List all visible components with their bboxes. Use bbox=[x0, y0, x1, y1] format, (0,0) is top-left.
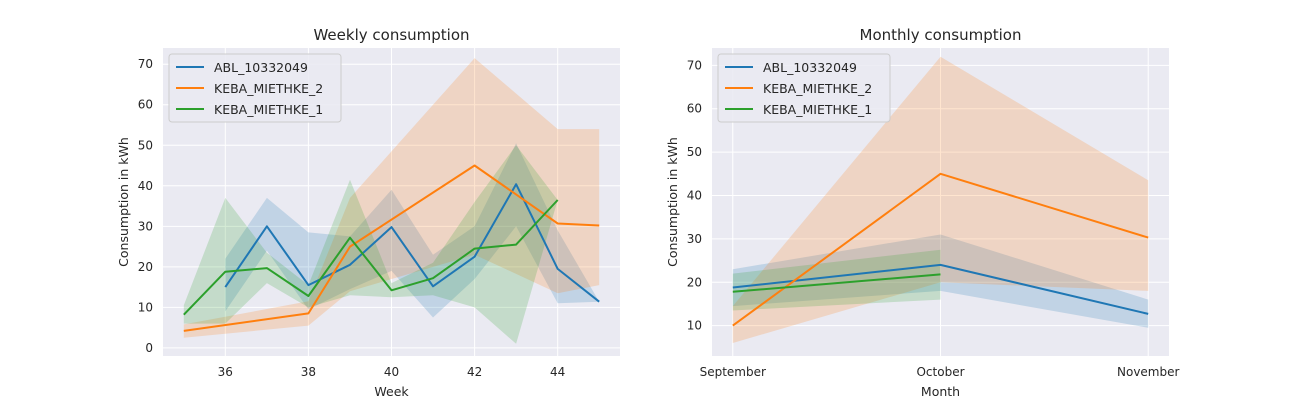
y-tick-label: 10 bbox=[687, 319, 702, 333]
band-keba-miethke-2 bbox=[732, 56, 1149, 343]
x-tick-label: November bbox=[1117, 365, 1179, 379]
legend: ABL_10332049 KEBA_MIETHKE_2 KEBA_MIETHKE… bbox=[168, 53, 342, 123]
legend-box bbox=[168, 53, 342, 123]
line-abl-10332049 bbox=[224, 183, 600, 303]
x-tick-label: 40 bbox=[384, 365, 399, 379]
band-keba-miethke-1 bbox=[732, 249, 941, 311]
x-axis-label: Week bbox=[374, 384, 409, 399]
line-keba-miethke-1 bbox=[732, 273, 941, 293]
legend-label-abl: ABL_10332049 bbox=[763, 60, 857, 75]
x-tick-label: 44 bbox=[550, 365, 565, 379]
x-tick-label: 38 bbox=[301, 365, 316, 379]
legend-box bbox=[717, 53, 891, 123]
legend-label-abl: ABL_10332049 bbox=[214, 60, 308, 75]
tick-labels: 0 10 20 30 40 50 60 70 36 38 40 42 44 bbox=[138, 57, 566, 379]
x-tick-label: 36 bbox=[218, 365, 233, 379]
y-tick-label: 40 bbox=[138, 179, 153, 193]
weekly-consumption-chart: 0 10 20 30 40 50 60 70 36 38 40 42 44 Weekly consump… bbox=[116, 26, 620, 399]
legend-label-keba1: KEBA_MIETHKE_1 bbox=[763, 102, 872, 117]
x-tick-label: 42 bbox=[467, 365, 482, 379]
y-tick-label: 60 bbox=[138, 98, 153, 112]
x-tick-label: September bbox=[700, 365, 766, 379]
chart-title: Monthly consumption bbox=[860, 26, 1022, 44]
legend-label-keba2: KEBA_MIETHKE_2 bbox=[763, 81, 872, 96]
y-tick-label: 40 bbox=[687, 188, 702, 202]
confidence-bands bbox=[732, 56, 1149, 343]
x-axis-label: Month bbox=[921, 384, 960, 399]
line-keba-miethke-2 bbox=[183, 164, 600, 332]
band-keba-miethke-1 bbox=[183, 145, 558, 344]
y-axis-label: Consumption in kWh bbox=[116, 137, 131, 267]
legend: ABL_10332049 KEBA_MIETHKE_2 KEBA_MIETHKE… bbox=[717, 53, 891, 123]
line-abl-10332049 bbox=[732, 263, 1149, 315]
y-tick-label: 0 bbox=[145, 341, 153, 355]
y-tick-label: 60 bbox=[687, 102, 702, 116]
x-tick-label: October bbox=[916, 365, 964, 379]
y-tick-label: 30 bbox=[687, 232, 702, 246]
legend-label-keba1: KEBA_MIETHKE_1 bbox=[214, 102, 323, 117]
chart-title: Weekly consumption bbox=[313, 26, 469, 44]
monthly-consumption-chart: 10 20 30 40 50 60 70 September October November M… bbox=[665, 26, 1180, 399]
line-keba-miethke-1 bbox=[183, 199, 559, 316]
gridlines bbox=[163, 48, 620, 356]
band-keba-miethke-2 bbox=[183, 58, 600, 338]
series-lines bbox=[183, 164, 600, 332]
line-keba-miethke-2 bbox=[732, 172, 1149, 327]
legend-label-keba2: KEBA_MIETHKE_2 bbox=[214, 81, 323, 96]
y-tick-label: 10 bbox=[138, 300, 153, 314]
y-tick-label: 70 bbox=[138, 57, 153, 71]
band-abl-10332049 bbox=[732, 234, 1149, 328]
y-tick-label: 70 bbox=[687, 58, 702, 72]
y-tick-label: 30 bbox=[138, 219, 153, 233]
tick-labels: 10 20 30 40 50 60 70 September October November bbox=[687, 58, 1180, 379]
series-lines bbox=[732, 172, 1149, 327]
y-tick-label: 20 bbox=[687, 275, 702, 289]
y-tick-label: 50 bbox=[687, 145, 702, 159]
y-tick-label: 20 bbox=[138, 260, 153, 274]
y-tick-label: 50 bbox=[138, 138, 153, 152]
y-axis-label: Consumption in kWh bbox=[665, 137, 680, 267]
